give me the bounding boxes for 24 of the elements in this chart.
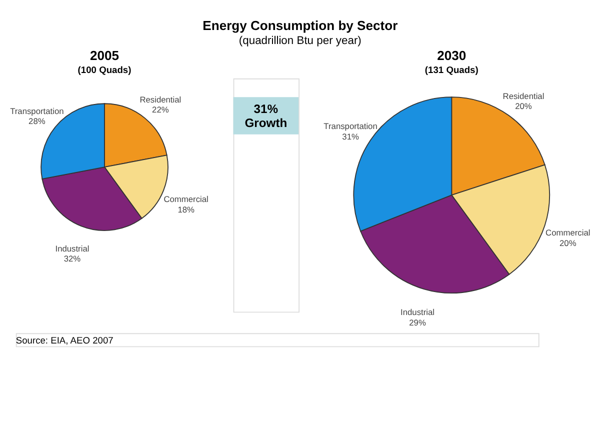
- slice-label: Transportation: [324, 121, 378, 132]
- chart-subtitle: (131 Quads): [424, 64, 478, 75]
- chart-subtitle: (100 Quads): [78, 64, 132, 75]
- data-label: 29%: [409, 318, 426, 328]
- slice-label: Industrial: [400, 307, 435, 318]
- chart-title: 2030: [437, 48, 466, 63]
- slice-label: Commercial: [164, 194, 209, 204]
- slice-label: Industrial: [55, 243, 90, 254]
- data-label: 22%: [152, 104, 170, 115]
- data-label: 31%: [342, 131, 360, 142]
- chart-title: 2005: [90, 48, 120, 63]
- data-label: 18%: [178, 204, 195, 214]
- text: Energy Consumption by Sector: [202, 18, 398, 33]
- source-note: Source: EIA, AEO 2007: [16, 335, 114, 346]
- slice-label: Commercial: [546, 228, 590, 238]
- slice-label: Residential: [502, 90, 544, 101]
- data-label: 20%: [560, 238, 577, 248]
- data-label: 32%: [64, 254, 82, 264]
- text: (quadrillion Btu per year): [238, 34, 362, 47]
- data-label: 28%: [28, 116, 46, 126]
- data-label: 20%: [515, 101, 532, 112]
- text: 31% Growth: [244, 102, 288, 130]
- slice-label: Transportation: [10, 106, 64, 116]
- slice-label: Residential: [140, 94, 182, 104]
